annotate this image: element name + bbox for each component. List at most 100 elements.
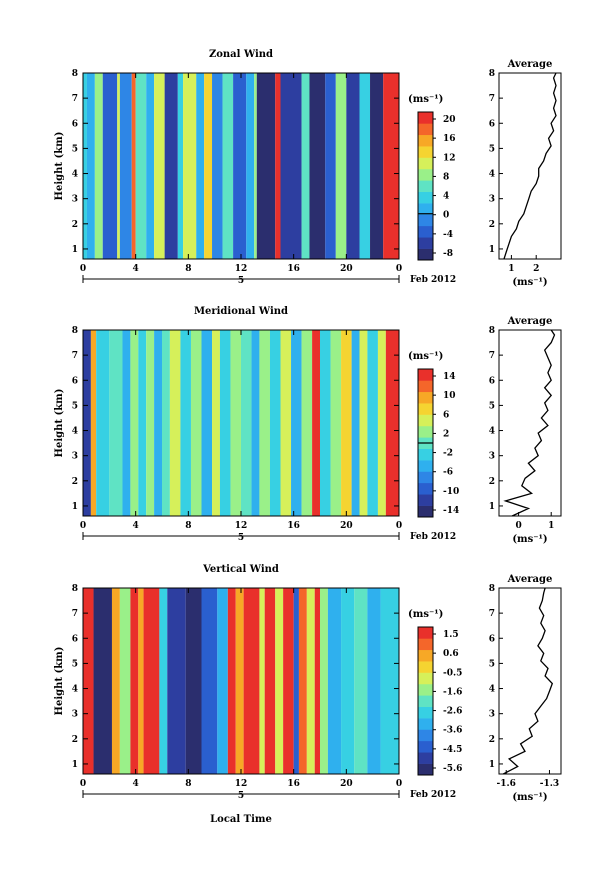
colorbar-band bbox=[418, 180, 433, 192]
heatmap-column bbox=[90, 330, 97, 516]
x-tick-label: 0 bbox=[80, 779, 86, 789]
average-x-label: (ms⁻¹) bbox=[512, 534, 547, 545]
heatmap-column bbox=[251, 330, 260, 516]
x-tick-label: 16 bbox=[287, 521, 300, 531]
heatmap-column bbox=[159, 588, 168, 774]
average-y-tick-label: 6 bbox=[489, 634, 495, 644]
y-tick-label: 5 bbox=[72, 659, 78, 669]
average-y-tick-label: 8 bbox=[489, 326, 495, 336]
heatmap-cells bbox=[83, 330, 399, 516]
x-tick-label: 8 bbox=[185, 779, 191, 789]
average-profile-line bbox=[503, 329, 556, 517]
heatmap-column bbox=[275, 73, 281, 259]
heatmap-column bbox=[138, 588, 144, 774]
heatmap-column bbox=[325, 73, 336, 259]
colorbar-tick-label: -5.6 bbox=[443, 764, 462, 774]
x-tick-label: 20 bbox=[340, 264, 353, 274]
colorbar-band bbox=[418, 225, 433, 238]
average-x-tick-label: 1 bbox=[548, 521, 554, 531]
heatmap-column bbox=[83, 73, 87, 259]
average-x-tick-label: -1.3 bbox=[540, 779, 559, 789]
heatmap-column bbox=[201, 588, 218, 774]
x-tick-label: 16 bbox=[287, 264, 300, 274]
y-tick-label: 5 bbox=[72, 401, 78, 411]
heatmap-column bbox=[219, 330, 231, 516]
heatmap-column bbox=[354, 588, 368, 774]
heatmap-column bbox=[370, 73, 384, 259]
average-y-tick-label: 7 bbox=[489, 94, 495, 104]
heatmap-column bbox=[130, 588, 139, 774]
heatmap-column bbox=[109, 330, 123, 516]
heatmap-column bbox=[351, 330, 360, 516]
heatmap-column bbox=[162, 330, 170, 516]
heatmap-column bbox=[380, 588, 399, 774]
colorbar-tick-label: 20 bbox=[443, 115, 456, 125]
average-x-label: (ms⁻¹) bbox=[512, 277, 547, 288]
average-y-tick-label: 8 bbox=[489, 69, 495, 79]
colorbar-tick-label: 0.6 bbox=[443, 649, 459, 659]
heatmap-column bbox=[111, 588, 120, 774]
colorbar-tick-label: -2 bbox=[443, 449, 453, 459]
day-label: 5 bbox=[238, 791, 244, 801]
x-tick-label: 0 bbox=[396, 264, 402, 274]
heatmap-column bbox=[212, 330, 220, 516]
heatmap-column bbox=[335, 73, 347, 259]
colorbar-tick-label: 14 bbox=[443, 372, 456, 382]
colorbar-band bbox=[418, 752, 433, 764]
colorbar-tick-label: 2 bbox=[443, 429, 449, 439]
heatmap-cells bbox=[83, 588, 399, 774]
heatmap-column bbox=[138, 330, 147, 516]
day-label: 5 bbox=[238, 533, 244, 543]
x-tick-label: 0 bbox=[396, 521, 402, 531]
average-x-tick-label: -1.6 bbox=[497, 779, 516, 789]
y-tick-label: 5 bbox=[72, 144, 78, 154]
colorbar-band bbox=[418, 380, 433, 393]
average-x-tick-label: 1 bbox=[508, 264, 514, 274]
average-x-tick-label: 0 bbox=[515, 521, 521, 531]
colorbar-band bbox=[418, 146, 433, 158]
date-label: Feb 2012 bbox=[410, 790, 456, 800]
heatmap-column bbox=[146, 73, 155, 259]
heatmap-column bbox=[222, 73, 234, 259]
average-y-tick-label: 3 bbox=[489, 710, 495, 720]
colorbar-tick-label: -14 bbox=[443, 506, 459, 516]
colorbar-band bbox=[418, 168, 433, 181]
colorbar-band bbox=[418, 214, 433, 227]
y-axis-label: Height (km) bbox=[54, 647, 65, 716]
heatmap-column bbox=[293, 588, 299, 774]
average-y-tick-label: 4 bbox=[489, 427, 495, 437]
y-tick-label: 6 bbox=[72, 376, 78, 386]
colorbar-unit-label: (ms⁻¹) bbox=[408, 351, 443, 362]
heatmap-column bbox=[154, 73, 165, 259]
colorbar-band bbox=[418, 391, 433, 404]
colorbar-tick-label: 8 bbox=[443, 172, 449, 182]
colorbar-band bbox=[418, 494, 433, 506]
heatmap-column bbox=[196, 73, 205, 259]
heatmap-column bbox=[359, 73, 371, 259]
heatmap-column bbox=[280, 330, 292, 516]
colorbar-band bbox=[418, 403, 433, 415]
y-tick-label: 1 bbox=[72, 502, 78, 512]
y-tick-label: 8 bbox=[72, 326, 78, 336]
y-tick-label: 7 bbox=[72, 609, 78, 619]
heatmap-column bbox=[93, 588, 112, 774]
x-tick-label: 4 bbox=[133, 521, 139, 531]
x-tick-label: 12 bbox=[235, 264, 248, 274]
colorbar-band bbox=[418, 649, 433, 662]
heatmap-column bbox=[301, 330, 313, 516]
average-y-tick-label: 6 bbox=[489, 119, 495, 129]
colorbar-band bbox=[418, 112, 433, 124]
heatmap-column bbox=[235, 588, 244, 774]
colorbar-band bbox=[418, 237, 433, 249]
heatmap-column bbox=[227, 588, 236, 774]
x-tick-label: 20 bbox=[340, 521, 353, 531]
x-tick-label: 12 bbox=[235, 521, 248, 531]
average-frame bbox=[498, 329, 562, 517]
colorbar-frame bbox=[417, 626, 434, 776]
heatmap-column bbox=[130, 330, 139, 516]
heatmap-column bbox=[264, 588, 276, 774]
average-y-tick-label: 3 bbox=[489, 195, 495, 205]
